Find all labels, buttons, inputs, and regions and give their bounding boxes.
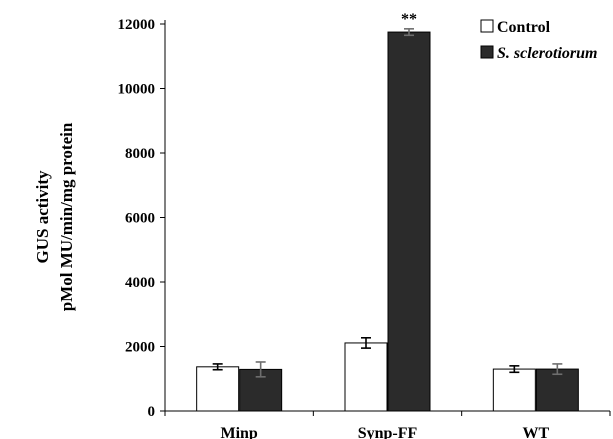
y-axis-label: GUS activity pMol MU/min/mg protein xyxy=(33,122,76,311)
bar-control xyxy=(492,368,536,412)
bar-control xyxy=(344,342,388,412)
legend-swatch xyxy=(480,45,494,59)
legend-label: Control xyxy=(497,19,551,36)
x-tick-label: Minp xyxy=(220,425,257,439)
bars xyxy=(196,31,579,412)
bar-sclerotiorum xyxy=(387,31,431,412)
y-axis-title-line: GUS activity xyxy=(33,170,52,264)
legend-label: S. sclerotiorum xyxy=(497,45,597,62)
y-tick-label: 12000 xyxy=(118,17,156,33)
error-bars xyxy=(212,28,563,378)
legend: Control S. sclerotiorum xyxy=(480,19,597,62)
legend-item: Control xyxy=(480,19,551,36)
y-tick-label: 10000 xyxy=(118,82,156,98)
error-bar xyxy=(404,28,414,37)
bar-sclerotiorum xyxy=(535,368,579,412)
x-tick-label: Synp-FF xyxy=(358,425,418,439)
y-tick-label: 4000 xyxy=(125,275,155,291)
legend-item: S. sclerotiorum xyxy=(480,45,597,62)
error-bar xyxy=(509,365,520,374)
y-axis-title-line: pMol MU/min/mg protein xyxy=(57,122,76,311)
y-tick-label: 8000 xyxy=(125,146,155,162)
y-tick-label: 0 xyxy=(148,404,156,420)
significance-marker: ** xyxy=(401,11,417,28)
legend-swatch xyxy=(480,19,494,33)
error-bar xyxy=(361,336,371,349)
y-axis-title: GUS activity pMol MU/min/mg protein xyxy=(33,122,76,311)
x-tick-label: WT xyxy=(522,425,549,439)
y-tick-label: 2000 xyxy=(125,340,155,356)
y-tick-label: 6000 xyxy=(125,211,155,227)
annotations: ** xyxy=(401,11,417,28)
bar-control xyxy=(196,366,240,412)
error-bar xyxy=(552,363,563,376)
axes: 0 2000 4000 6000 8000 10000 12000 Minp Synp-FF WT xyxy=(118,17,611,439)
error-bar xyxy=(255,361,266,378)
error-bar xyxy=(212,363,223,371)
